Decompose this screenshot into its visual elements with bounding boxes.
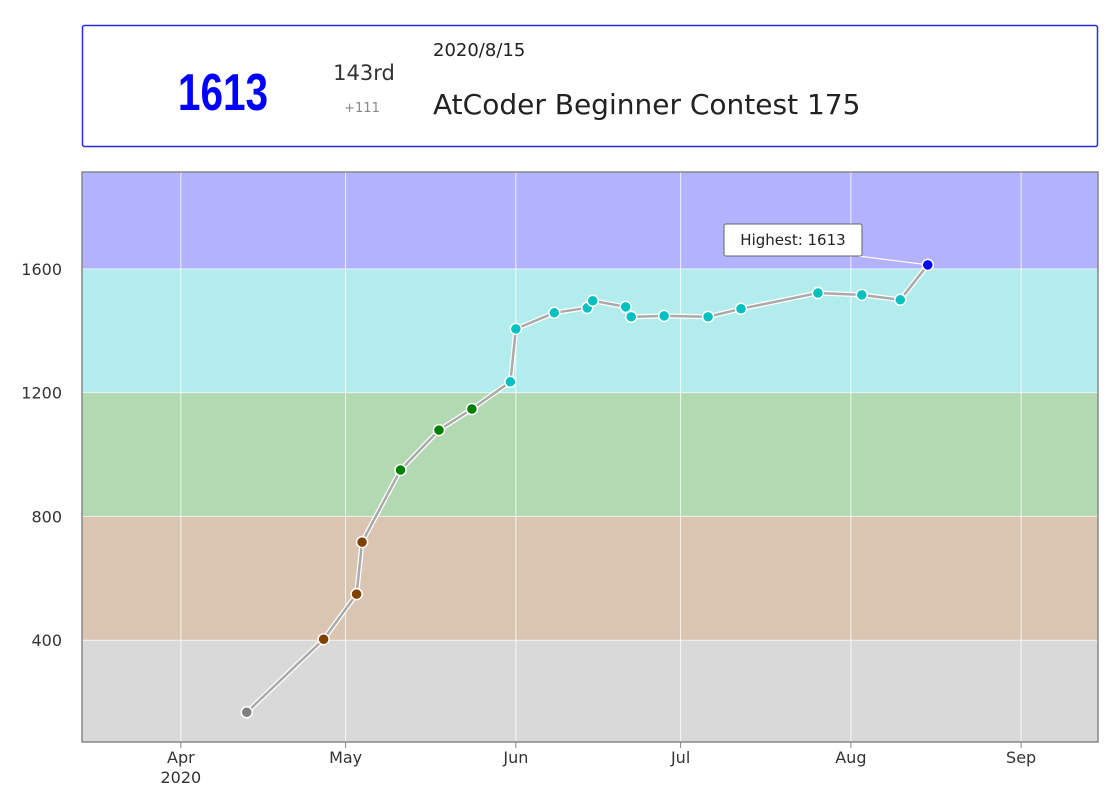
x-tick-label: Jul xyxy=(670,748,690,767)
y-tick-label: 1200 xyxy=(21,384,62,403)
rating-band xyxy=(82,392,1098,517)
rating-point xyxy=(734,302,748,316)
rating-point xyxy=(811,286,825,300)
rating-point xyxy=(465,402,479,416)
rating-band xyxy=(82,268,1098,393)
rating-point xyxy=(921,258,935,272)
rank: 143rd xyxy=(333,61,395,85)
rating-diff: +111 xyxy=(344,101,380,116)
rating-point xyxy=(350,587,363,601)
rating-band xyxy=(82,172,1098,269)
rating-point xyxy=(317,633,330,646)
rating-point xyxy=(701,310,715,324)
rating-point xyxy=(586,294,599,307)
rating-point xyxy=(355,535,369,549)
x-tick-label: Apr xyxy=(167,748,195,767)
rating-point xyxy=(394,463,407,477)
annotation-text: Highest: 1613 xyxy=(740,231,845,249)
annotation-leader xyxy=(857,255,928,266)
x-tick-label: Aug xyxy=(835,748,866,767)
rating-band xyxy=(82,640,1098,742)
rating: 1613 xyxy=(178,63,268,121)
rating-point xyxy=(894,293,907,307)
rating-point xyxy=(432,423,446,437)
header-box xyxy=(81,24,1099,148)
y-tick-label: 800 xyxy=(31,507,62,526)
rating-point xyxy=(504,375,517,389)
x-tick-label: Sep xyxy=(1006,748,1036,767)
x-tick-year: 2020 xyxy=(160,768,201,787)
rating-point xyxy=(509,322,523,336)
y-tick-label: 400 xyxy=(31,631,62,650)
rating-point xyxy=(548,306,561,320)
rating-band xyxy=(82,516,1098,641)
contest-name: AtCoder Beginner Contest 175 xyxy=(433,88,860,121)
rating-point xyxy=(624,310,638,324)
annotation-box xyxy=(723,223,863,257)
rating-point xyxy=(657,309,671,323)
contest-date: 2020/8/15 xyxy=(433,40,525,61)
rating-point xyxy=(619,300,632,314)
plot-border xyxy=(81,171,1099,743)
x-tick-label: Jun xyxy=(502,748,528,767)
rating-point xyxy=(855,288,869,302)
y-tick-label: 1600 xyxy=(21,260,62,279)
rating-point xyxy=(240,706,254,719)
x-tick-label: May xyxy=(329,748,362,767)
